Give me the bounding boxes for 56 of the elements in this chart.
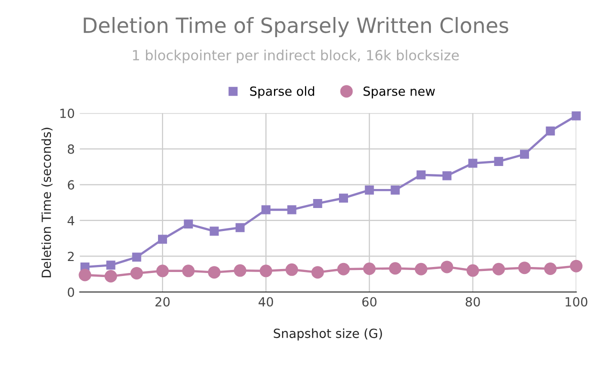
point <box>313 198 322 208</box>
point <box>492 262 505 276</box>
y-axis-title: Deletion Time (seconds) <box>41 128 53 278</box>
point <box>572 111 581 120</box>
point <box>106 260 116 270</box>
y-tick-label: 2 <box>68 252 74 261</box>
point <box>363 262 376 275</box>
point <box>468 158 478 168</box>
legend-label: Sparse old <box>250 86 314 98</box>
point <box>104 270 118 283</box>
point <box>520 150 530 159</box>
point <box>132 252 142 262</box>
point <box>184 220 193 229</box>
y-tick-label: 0 <box>68 287 74 297</box>
point <box>494 156 504 166</box>
point <box>261 205 270 214</box>
x-tick-label: 60 <box>362 297 376 307</box>
x-tick-label: 80 <box>466 297 480 307</box>
point <box>260 264 272 278</box>
point <box>287 205 296 214</box>
point <box>234 264 246 277</box>
point <box>442 171 452 180</box>
x-tick-label: 100 <box>566 297 588 307</box>
x-tick-label: 20 <box>155 297 170 307</box>
point <box>78 268 92 282</box>
chart-subtitle: 1 blockpointer per indirect block, 16k blocksize <box>133 50 459 64</box>
point <box>158 234 168 244</box>
point <box>546 126 555 136</box>
point <box>286 263 298 276</box>
point <box>156 264 169 278</box>
x-axis-title: Snapshot size (G) <box>274 328 382 340</box>
point <box>518 262 531 274</box>
point <box>210 226 219 236</box>
point <box>416 170 426 180</box>
y-tick-label: 8 <box>68 144 74 154</box>
point <box>311 266 324 279</box>
point <box>570 260 582 272</box>
point <box>440 260 454 274</box>
point <box>339 194 348 203</box>
point <box>130 266 143 280</box>
legend-label: Sparse new <box>364 86 435 98</box>
x-tick-label: 40 <box>258 297 274 307</box>
point <box>182 264 195 278</box>
point <box>544 262 557 275</box>
y-tick-label: 6 <box>68 180 74 190</box>
point <box>414 262 428 276</box>
chart-title: Deletion Time of Sparsely Written Clones <box>84 17 508 38</box>
y-tick-label: 10 <box>60 108 74 118</box>
point <box>466 264 480 277</box>
point <box>390 186 400 195</box>
point <box>337 262 350 276</box>
point <box>388 262 402 275</box>
point <box>236 223 245 232</box>
point <box>208 266 220 279</box>
y-tick-label: 4 <box>68 216 74 226</box>
point <box>364 186 374 195</box>
